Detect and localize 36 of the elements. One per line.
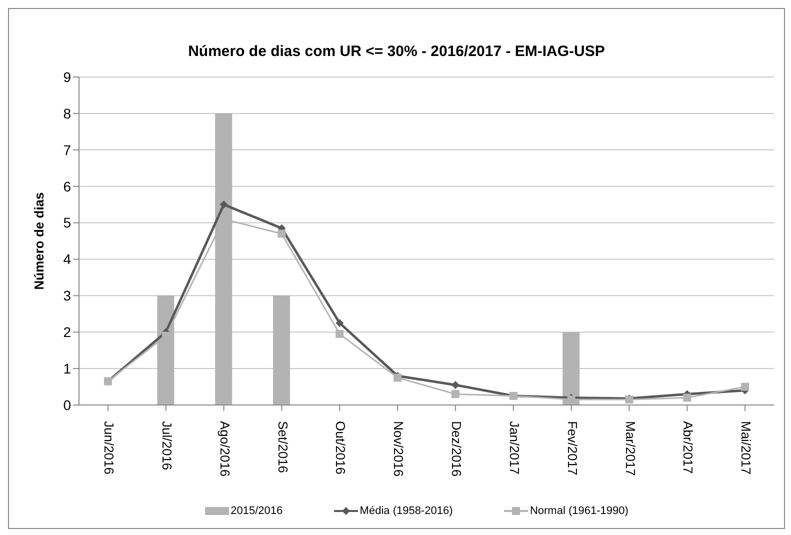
- y-tick-label: 8: [63, 105, 72, 122]
- y-tick-label: 6: [63, 178, 72, 194]
- chart-title: Número de dias com UR <= 30% - 2016/2017 - EM-IAG-USP: [187, 43, 606, 62]
- y-tick-label: 9: [63, 68, 72, 85]
- y-tick-label: 2: [63, 324, 72, 340]
- x-tick-label: Jan/2017: [506, 421, 522, 474]
- legend-label: Normal (1961-1990): [528, 505, 628, 517]
- point: [220, 200, 228, 209]
- point: [451, 390, 460, 398]
- x-tick-label: Fev/2017: [564, 421, 580, 476]
- x-tick-label: Mar/2017: [622, 421, 638, 476]
- x-tick-label: Nov/2016: [391, 421, 406, 477]
- y-tick-label: 3: [63, 288, 72, 304]
- x-tick-label: Out/2016: [333, 421, 348, 474]
- y-tick-label: 7: [63, 142, 72, 158]
- point: [741, 382, 750, 391]
- y-tick-label: 1: [63, 360, 72, 377]
- legend-label: 2015/2016: [230, 505, 283, 517]
- point: [683, 394, 692, 402]
- y-tick-label: 4: [63, 251, 72, 268]
- y-tick-label: 5: [63, 214, 72, 231]
- x-tick-label: Dez/2016: [449, 421, 464, 477]
- legend-label: Média (1958-2016): [358, 505, 453, 517]
- x-tick-label: Mai/2017: [738, 421, 754, 474]
- x-tick-label: Abr/2017: [680, 421, 696, 474]
- point: [278, 230, 286, 238]
- x-tick-label: Jun/2016: [102, 421, 117, 474]
- x-tick-label: Set/2016: [275, 421, 290, 474]
- x-tick-label: Ago/2016: [217, 421, 232, 477]
- point: [336, 319, 344, 327]
- y-axis-title: Número de dias: [32, 192, 47, 290]
- y-tick-label: 0: [63, 396, 72, 413]
- x-tick-label: Jul/2016: [159, 421, 174, 470]
- point: [451, 380, 460, 389]
- point: [336, 330, 344, 338]
- bar: [273, 296, 290, 405]
